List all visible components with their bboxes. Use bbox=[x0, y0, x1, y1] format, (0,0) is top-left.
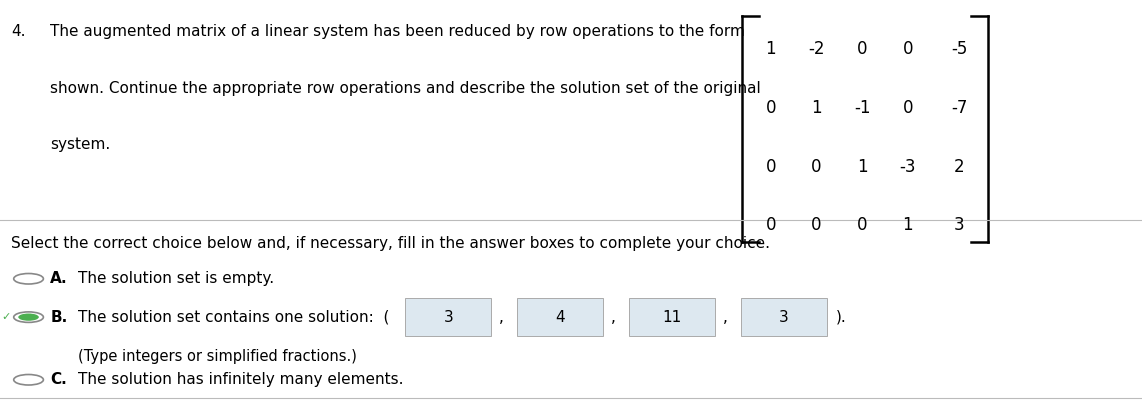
FancyBboxPatch shape bbox=[741, 298, 827, 336]
Circle shape bbox=[18, 314, 39, 321]
Text: 0: 0 bbox=[902, 40, 914, 59]
FancyBboxPatch shape bbox=[405, 298, 491, 336]
Text: 0: 0 bbox=[765, 99, 777, 117]
FancyBboxPatch shape bbox=[629, 298, 715, 336]
Text: ).: ). bbox=[836, 309, 846, 325]
Text: -5: -5 bbox=[951, 40, 967, 59]
Text: 0: 0 bbox=[811, 158, 822, 176]
Text: 0: 0 bbox=[856, 216, 868, 234]
Text: 3: 3 bbox=[954, 216, 965, 234]
Text: 3: 3 bbox=[443, 309, 453, 325]
Text: 0: 0 bbox=[765, 216, 777, 234]
Text: -1: -1 bbox=[854, 99, 870, 117]
Text: ,: , bbox=[499, 309, 504, 325]
Text: 1: 1 bbox=[856, 158, 868, 176]
Text: The augmented matrix of a linear system has been reduced by row operations to th: The augmented matrix of a linear system … bbox=[50, 24, 745, 39]
Text: 0: 0 bbox=[902, 99, 914, 117]
Text: 1: 1 bbox=[902, 216, 914, 234]
Circle shape bbox=[14, 375, 43, 385]
Text: ,: , bbox=[611, 309, 616, 325]
Text: 1: 1 bbox=[811, 99, 822, 117]
Text: A.: A. bbox=[50, 271, 67, 286]
Text: shown. Continue the appropriate row operations and describe the solution set of : shown. Continue the appropriate row oper… bbox=[50, 81, 761, 96]
Text: system.: system. bbox=[50, 137, 111, 152]
Text: 4.: 4. bbox=[11, 24, 26, 39]
Text: 0: 0 bbox=[765, 158, 777, 176]
Text: 0: 0 bbox=[856, 40, 868, 59]
Text: 11: 11 bbox=[662, 309, 682, 325]
Text: Select the correct choice below and, if necessary, fill in the answer boxes to c: Select the correct choice below and, if … bbox=[11, 236, 771, 251]
Text: -3: -3 bbox=[900, 158, 916, 176]
Circle shape bbox=[14, 312, 43, 322]
Text: B.: B. bbox=[50, 309, 67, 325]
Text: The solution has infinitely many elements.: The solution has infinitely many element… bbox=[78, 372, 403, 387]
Text: The solution set is empty.: The solution set is empty. bbox=[78, 271, 274, 286]
Text: (Type integers or simplified fractions.): (Type integers or simplified fractions.) bbox=[78, 349, 356, 364]
Text: -2: -2 bbox=[809, 40, 825, 59]
Text: ,: , bbox=[723, 309, 727, 325]
FancyBboxPatch shape bbox=[517, 298, 603, 336]
Text: C.: C. bbox=[50, 372, 67, 387]
Text: 2: 2 bbox=[954, 158, 965, 176]
Text: ✓: ✓ bbox=[1, 312, 10, 322]
Text: -7: -7 bbox=[951, 99, 967, 117]
Text: 1: 1 bbox=[765, 40, 777, 59]
Text: The solution set contains one solution:  (: The solution set contains one solution: … bbox=[78, 309, 389, 325]
Text: 3: 3 bbox=[779, 309, 789, 325]
Text: 4: 4 bbox=[555, 309, 565, 325]
Circle shape bbox=[14, 274, 43, 284]
Text: 0: 0 bbox=[811, 216, 822, 234]
